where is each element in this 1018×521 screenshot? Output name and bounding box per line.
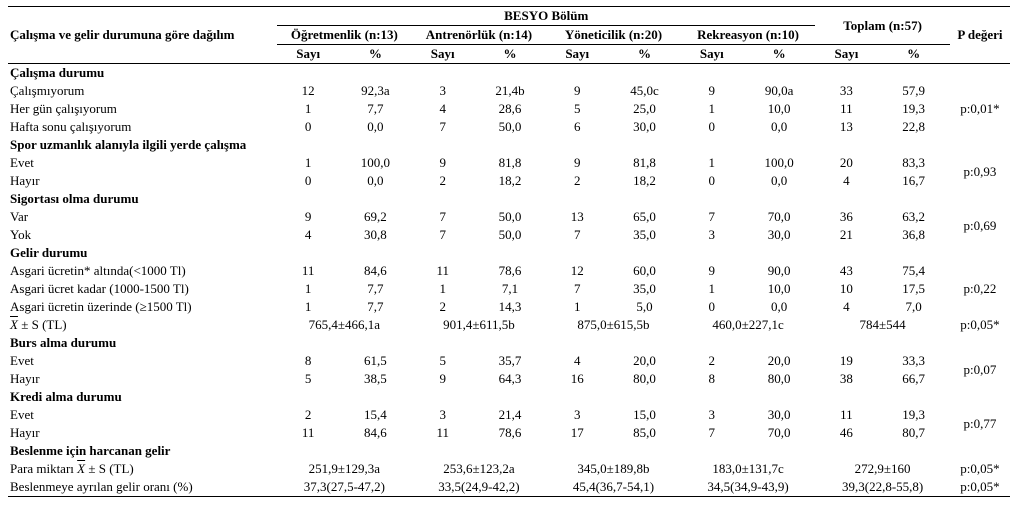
table-row: Var 969,2 750,0 1365,0 770,0 3663,2 p:0,… (8, 208, 1010, 226)
g1-pct: % (339, 45, 411, 64)
col-g3: Yöneticilik (n:20) (546, 26, 681, 45)
p8: p:0,05* (950, 460, 1010, 478)
g2-pct: % (474, 45, 546, 64)
table-row: Evet 215,4 321,4 315,0 330,0 1119,3 p:0,… (8, 406, 1010, 424)
table-row: Çalışmıyorum 1292,3a 321,4b 945,0c 990,0… (8, 82, 1010, 100)
table-row: Hayır 1184,6 1178,6 1785,0 770,0 4680,7 (8, 424, 1010, 442)
p3: p:0,69 (950, 208, 1010, 244)
table-row-mean-sd: X ± S (TL) 765,4±466,1a 901,4±611,5b 875… (8, 316, 1010, 334)
p6: p:0,07 (950, 352, 1010, 388)
table-row: Asgari ücretin* altında(<1000 Tl) 1184,6… (8, 262, 1010, 280)
g2-sayi: Sayı (412, 45, 474, 64)
col-rowhead: Çalışma ve gelir durumuna göre dağılım (8, 7, 277, 64)
table-row: Hayır 00,0 218,2 218,2 00,0 416,7 (8, 172, 1010, 190)
g4-pct: % (743, 45, 816, 64)
data-table: Çalışma ve gelir durumuna göre dağılım B… (8, 6, 1010, 497)
col-g2: Antrenörlük (n:14) (412, 26, 547, 45)
col-p: P değeri (950, 7, 1010, 64)
xbar-row-label: X ± S (TL) (8, 316, 277, 334)
section-calisma: Çalışma durumu (8, 64, 1010, 83)
col-total: Toplam (n:57) (815, 7, 950, 45)
header-row-1: Çalışma ve gelir durumuna göre dağılım B… (8, 7, 1010, 26)
table-row: Evet 1100,0 981,8 981,8 1100,0 2083,3 p:… (8, 154, 1010, 172)
t-pct: % (877, 45, 949, 64)
g3-sayi: Sayı (546, 45, 608, 64)
table-row: Asgari ücret kadar (1000-1500 Tl) 17,7 1… (8, 280, 1010, 298)
g3-pct: % (608, 45, 680, 64)
table-row: Hafta sonu çalışıyorum 00,0 750,0 630,0 … (8, 118, 1010, 136)
section-beslenme: Beslenme için harcanan gelir (8, 442, 1010, 460)
section-gelir: Gelir durumu (8, 244, 1010, 262)
table-row-para: Para miktarı X ± S (TL) 251,9±129,3a 253… (8, 460, 1010, 478)
p4: p:0,22 (950, 262, 1010, 316)
section-kredi: Kredi alma durumu (8, 388, 1010, 406)
table-row: Her gün çalışıyorum 17,7 428,6 525,0 110… (8, 100, 1010, 118)
section-sigorta: Sigortası olma durumu (8, 190, 1010, 208)
p1: p:0,01* (950, 82, 1010, 136)
section-burs: Burs alma durumu (8, 334, 1010, 352)
table-row: Hayır 538,5 964,3 1680,0 880,0 3866,7 (8, 370, 1010, 388)
table-row-oran: Beslenmeye ayrılan gelir oranı (%) 37,3(… (8, 478, 1010, 497)
p2: p:0,93 (950, 154, 1010, 190)
section-spor: Spor uzmanlık alanıyla ilgili yerde çalı… (8, 136, 1010, 154)
col-g4: Rekreasyon (n:10) (681, 26, 816, 45)
col-group: BESYO Bölüm (277, 7, 815, 26)
table-row: Asgari ücretin üzerinde (≥1500 Tl) 17,7 … (8, 298, 1010, 316)
p9: p:0,05* (950, 478, 1010, 497)
col-g1: Öğretmenlik (n:13) (277, 26, 412, 45)
table-row: Evet 861,5 535,7 420,0 220,0 1933,3 p:0,… (8, 352, 1010, 370)
table-row: Yok 430,8 750,0 735,0 330,0 2136,8 (8, 226, 1010, 244)
para-label: Para miktarı X ± S (TL) (8, 460, 277, 478)
t-sayi: Sayı (815, 45, 877, 64)
p5: p:0,05* (950, 316, 1010, 334)
g4-sayi: Sayı (681, 45, 743, 64)
g1-sayi: Sayı (277, 45, 339, 64)
p7: p:0,77 (950, 406, 1010, 442)
